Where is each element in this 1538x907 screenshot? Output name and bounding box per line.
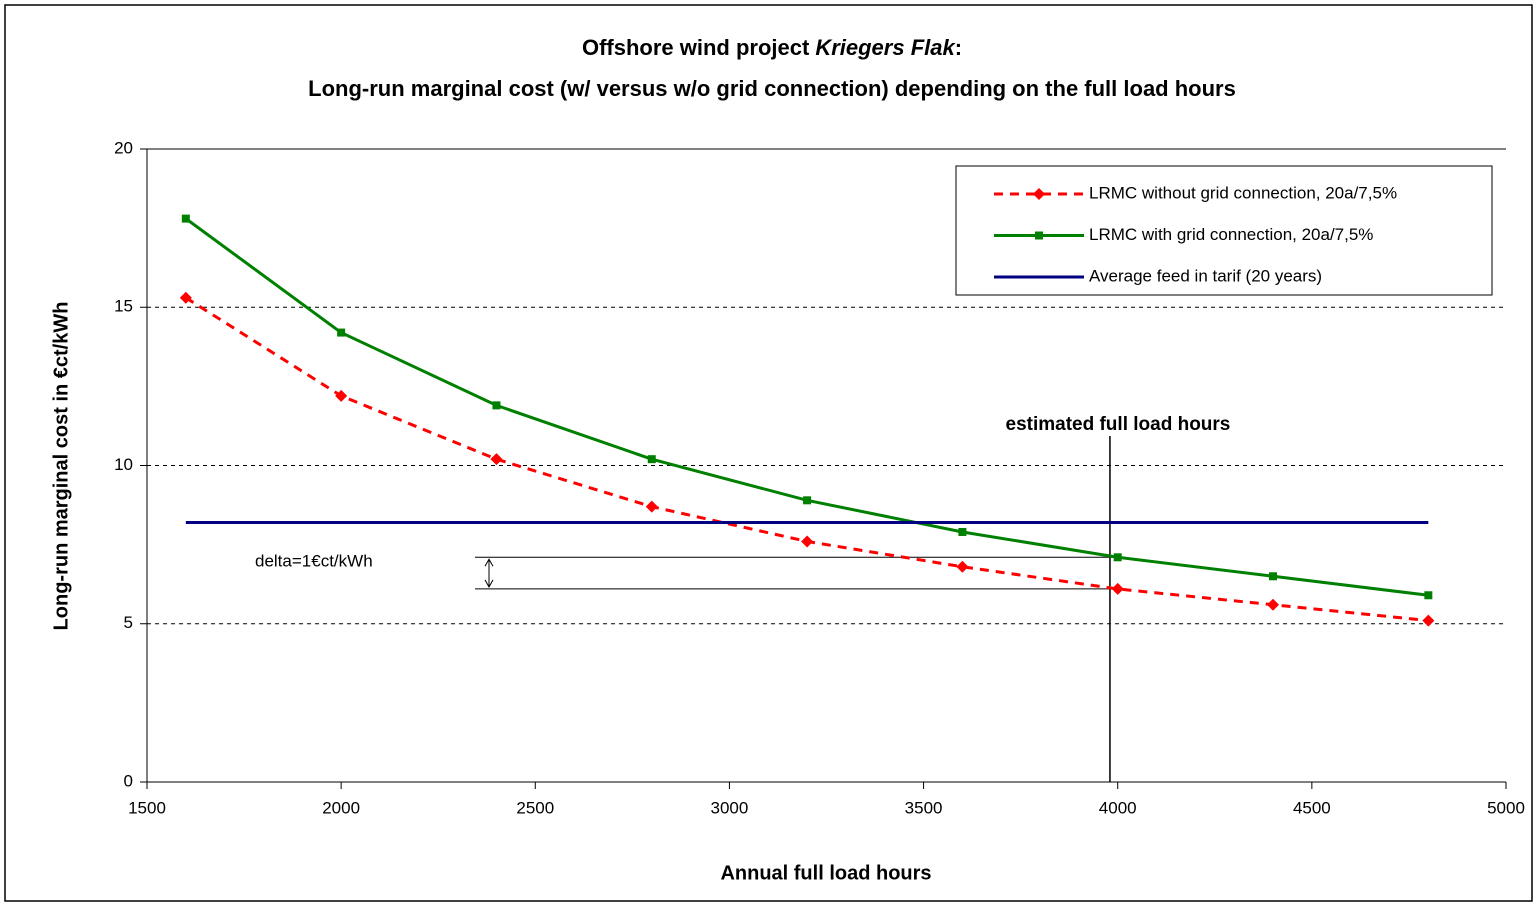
x-tick-label: 2500 xyxy=(516,798,554,817)
x-tick-label: 5000 xyxy=(1487,798,1525,817)
legend-label: LRMC without grid connection, 20a/7,5% xyxy=(1089,183,1397,202)
x-axis-label: Annual full load hours xyxy=(720,862,931,884)
legend: LRMC without grid connection, 20a/7,5% LR… xyxy=(955,165,1493,296)
x-tick-label: 1500 xyxy=(128,798,166,817)
marker xyxy=(1111,582,1124,595)
y-axis-label: Long-run marginal cost in €ct/kWh xyxy=(50,302,72,631)
x-tick-label: 3000 xyxy=(711,798,749,817)
legend-box xyxy=(955,165,1493,296)
marker xyxy=(645,500,658,513)
y-tick-label: 10 xyxy=(114,455,133,474)
legend-label: Average feed in tarif (20 years) xyxy=(1089,266,1322,285)
marker xyxy=(181,214,190,223)
marker xyxy=(801,535,814,548)
x-tick-label: 3500 xyxy=(905,798,943,817)
marker xyxy=(956,560,969,573)
marker xyxy=(958,527,967,536)
marker xyxy=(492,401,501,410)
marker xyxy=(1424,591,1433,600)
title-part: Kriegers Flak xyxy=(815,35,956,60)
title-part: Offshore wind project xyxy=(582,35,810,60)
y-tick-label: 20 xyxy=(114,138,133,157)
marker xyxy=(335,389,348,402)
x-tick-label: 2000 xyxy=(322,798,360,817)
chart-frame xyxy=(4,4,1533,902)
marker xyxy=(1422,614,1435,627)
marker xyxy=(1267,598,1280,611)
y-tick-label: 0 xyxy=(124,771,133,790)
chart-subtitle: Long-run marginal cost (w/ versus w/o gr… xyxy=(308,76,1236,101)
annotation-text: estimated full load hours xyxy=(1006,414,1231,435)
title-part: : xyxy=(955,35,962,60)
legend-label: LRMC with grid connection, 20a/7,5% xyxy=(1089,225,1373,244)
marker xyxy=(1033,188,1045,200)
marker xyxy=(1035,231,1043,240)
marker xyxy=(490,453,503,466)
marker xyxy=(179,291,192,304)
delta-arrowhead xyxy=(484,558,494,588)
marker xyxy=(803,496,812,505)
marker xyxy=(647,455,656,464)
chart-title: Offshore wind project Kriegers Flak: xyxy=(582,35,962,60)
y-tick-label: 15 xyxy=(114,297,133,316)
y-tick-label: 5 xyxy=(124,613,133,632)
marker xyxy=(1113,553,1122,562)
annotation-text: delta=1€ct/kWh xyxy=(255,551,373,570)
marker xyxy=(1269,572,1278,581)
marker xyxy=(337,328,346,337)
x-tick-label: 4500 xyxy=(1293,798,1331,817)
x-tick-label: 4000 xyxy=(1099,798,1137,817)
